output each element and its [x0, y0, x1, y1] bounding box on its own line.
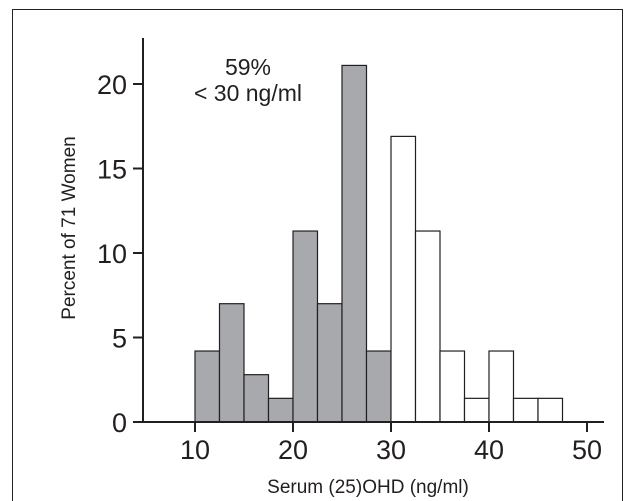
x-axis-title: Serum (25)OHD (ng/ml): [267, 477, 469, 498]
annotation-threshold: < 30 ng/ml: [194, 80, 302, 106]
histogram-bar: [390, 135, 417, 423]
y-tick-label: 5: [112, 324, 127, 354]
x-tick-label: 50: [572, 435, 602, 465]
y-tick-label: 20: [97, 70, 127, 100]
histogram-bar: [512, 397, 539, 423]
y-tick-label: 0: [112, 408, 127, 438]
histogram-bar: [316, 303, 343, 423]
histogram-bar: [414, 230, 441, 423]
histogram-bar: [292, 230, 319, 423]
x-tick-label: 40: [474, 435, 504, 465]
histogram-bar: [194, 350, 221, 423]
chart-frame: [12, 9, 623, 501]
y-axis-title: Percent of 71 Women: [59, 136, 80, 319]
histogram-bar: [365, 350, 392, 423]
annotation-percent: 59%: [225, 54, 271, 80]
histogram-bar: [267, 397, 294, 423]
y-tick-label: 10: [97, 239, 127, 269]
histogram-bar: [243, 374, 270, 423]
axes-group: [142, 38, 604, 423]
bars-group: [194, 64, 564, 423]
histogram-bar: [537, 397, 564, 423]
histogram-bar: [488, 350, 515, 423]
histogram-bar: [439, 350, 466, 423]
x-tick-label: 30: [376, 435, 406, 465]
histogram-bar: [463, 397, 490, 423]
histogram-bar: [218, 303, 245, 423]
histogram-bar: [341, 64, 368, 423]
x-tick-label: 20: [278, 435, 308, 465]
x-tick-label: 10: [180, 435, 210, 465]
y-tick-label: 15: [97, 155, 127, 185]
ticks-group: 10 20 30 40 50 0 5 10 15 20: [97, 70, 602, 465]
